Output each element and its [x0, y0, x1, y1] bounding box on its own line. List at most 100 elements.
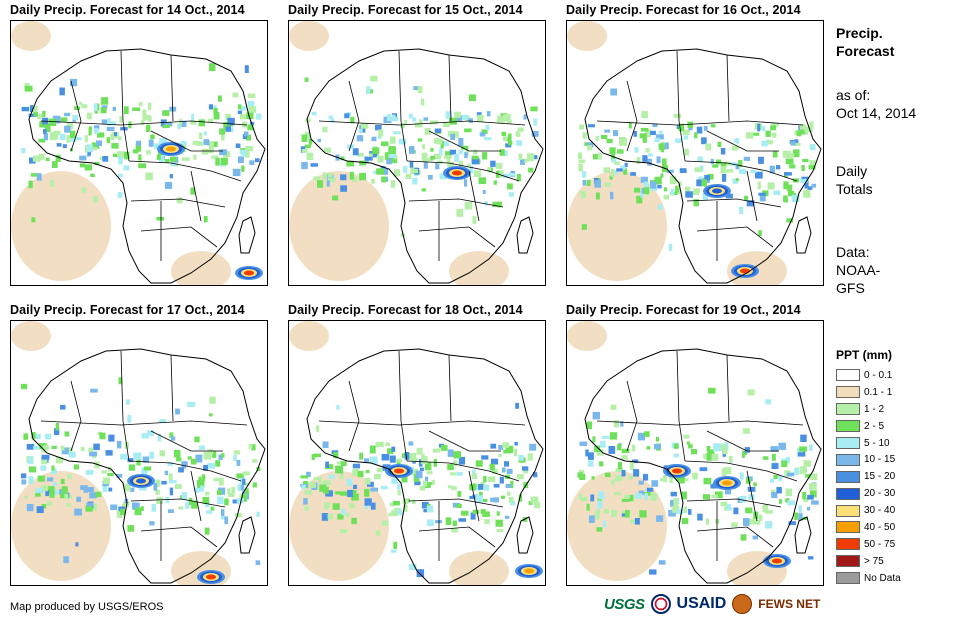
precip-cell	[325, 464, 334, 470]
precip-cell	[39, 121, 46, 128]
precip-cell	[340, 491, 347, 496]
precip-cell	[421, 501, 429, 509]
precip-cell	[86, 487, 94, 492]
precip-cell	[794, 512, 798, 520]
precip-cell	[397, 458, 402, 463]
precip-cell	[86, 502, 94, 507]
light-rain-area	[567, 321, 607, 351]
precip-cell	[750, 169, 757, 173]
precip-cell	[456, 472, 463, 476]
precip-cell	[482, 190, 486, 194]
precip-cell	[55, 423, 59, 431]
precip-cell	[492, 469, 499, 474]
precip-cell	[62, 144, 67, 149]
precip-cell	[499, 476, 504, 484]
precip-cell	[33, 105, 38, 114]
legend-item: 1 - 2	[836, 401, 901, 418]
precip-cell	[798, 128, 805, 134]
usaid-logo: USAID	[676, 595, 727, 612]
precip-cell	[410, 469, 418, 476]
precip-cell	[132, 107, 141, 111]
precip-cell	[724, 442, 729, 451]
precip-cell	[21, 383, 28, 390]
precip-cell	[606, 138, 613, 144]
country-border	[406, 160, 520, 182]
country-border	[190, 170, 202, 222]
precip-cell	[96, 140, 102, 146]
precip-cell	[735, 137, 740, 144]
precip-cell	[317, 180, 324, 188]
precip-cell	[391, 446, 396, 452]
country-border	[596, 420, 804, 426]
precip-cell	[102, 156, 109, 162]
country-border	[696, 226, 774, 248]
light-rain-area	[11, 21, 51, 51]
heavy-rain-area	[722, 480, 732, 486]
light-rain-area	[289, 471, 389, 581]
precip-cell	[321, 513, 328, 521]
precip-cell	[304, 144, 311, 149]
precip-cell	[301, 484, 306, 489]
precip-cell	[638, 490, 645, 495]
precip-cell	[420, 467, 424, 472]
precip-cell	[725, 193, 733, 199]
precip-cell	[771, 492, 778, 499]
precip-cell	[468, 118, 473, 123]
precip-cell	[657, 204, 663, 210]
precip-cell	[412, 169, 418, 174]
precip-cell	[301, 161, 308, 170]
precip-cell	[515, 402, 519, 409]
precip-cell	[770, 478, 775, 483]
precip-cell	[195, 489, 199, 493]
precip-cell	[151, 504, 156, 512]
precip-cell	[498, 454, 502, 458]
precip-cell	[480, 498, 488, 502]
country-border	[140, 226, 218, 248]
precip-cell	[33, 445, 40, 450]
precip-cell	[587, 145, 592, 151]
precip-cell	[93, 443, 100, 451]
precip-cell	[42, 445, 49, 451]
precip-cell	[190, 187, 196, 195]
precip-cell	[591, 476, 595, 480]
precip-cell	[609, 147, 616, 155]
precip-cell	[116, 510, 122, 519]
precip-cell	[447, 464, 454, 471]
precip-cell	[688, 444, 693, 449]
precip-cell	[651, 480, 659, 487]
precip-cell	[681, 517, 689, 524]
precip-cell	[425, 476, 429, 483]
precip-cell	[422, 480, 428, 487]
precip-cell	[155, 479, 161, 487]
precip-cell	[409, 113, 413, 119]
precip-cell	[470, 512, 476, 520]
precip-cell	[800, 434, 807, 442]
precip-cell	[633, 187, 641, 193]
precip-cell	[169, 174, 173, 179]
precip-cell	[304, 490, 312, 495]
precip-cell	[120, 508, 126, 516]
precip-cell	[464, 179, 468, 187]
precip-cell	[807, 494, 814, 500]
precip-cell	[347, 489, 353, 498]
precip-cell	[31, 217, 36, 223]
precip-cell	[240, 484, 245, 491]
precip-cell	[465, 148, 469, 156]
precip-cell	[313, 176, 320, 181]
precip-cell	[218, 95, 222, 102]
precip-cell	[421, 188, 426, 192]
precip-cell	[783, 181, 789, 190]
precip-cell	[799, 446, 807, 452]
precip-cell	[426, 471, 433, 475]
precip-cell	[408, 564, 417, 571]
precip-cell	[404, 119, 408, 125]
precip-cell	[101, 119, 108, 124]
precip-cell	[91, 142, 100, 149]
precip-cell	[169, 487, 174, 496]
precip-cell	[360, 122, 369, 129]
precip-cell	[249, 160, 255, 166]
precip-cell	[495, 170, 500, 178]
precip-cell	[603, 167, 610, 173]
precip-cell	[758, 192, 766, 196]
precip-cell	[657, 184, 662, 189]
